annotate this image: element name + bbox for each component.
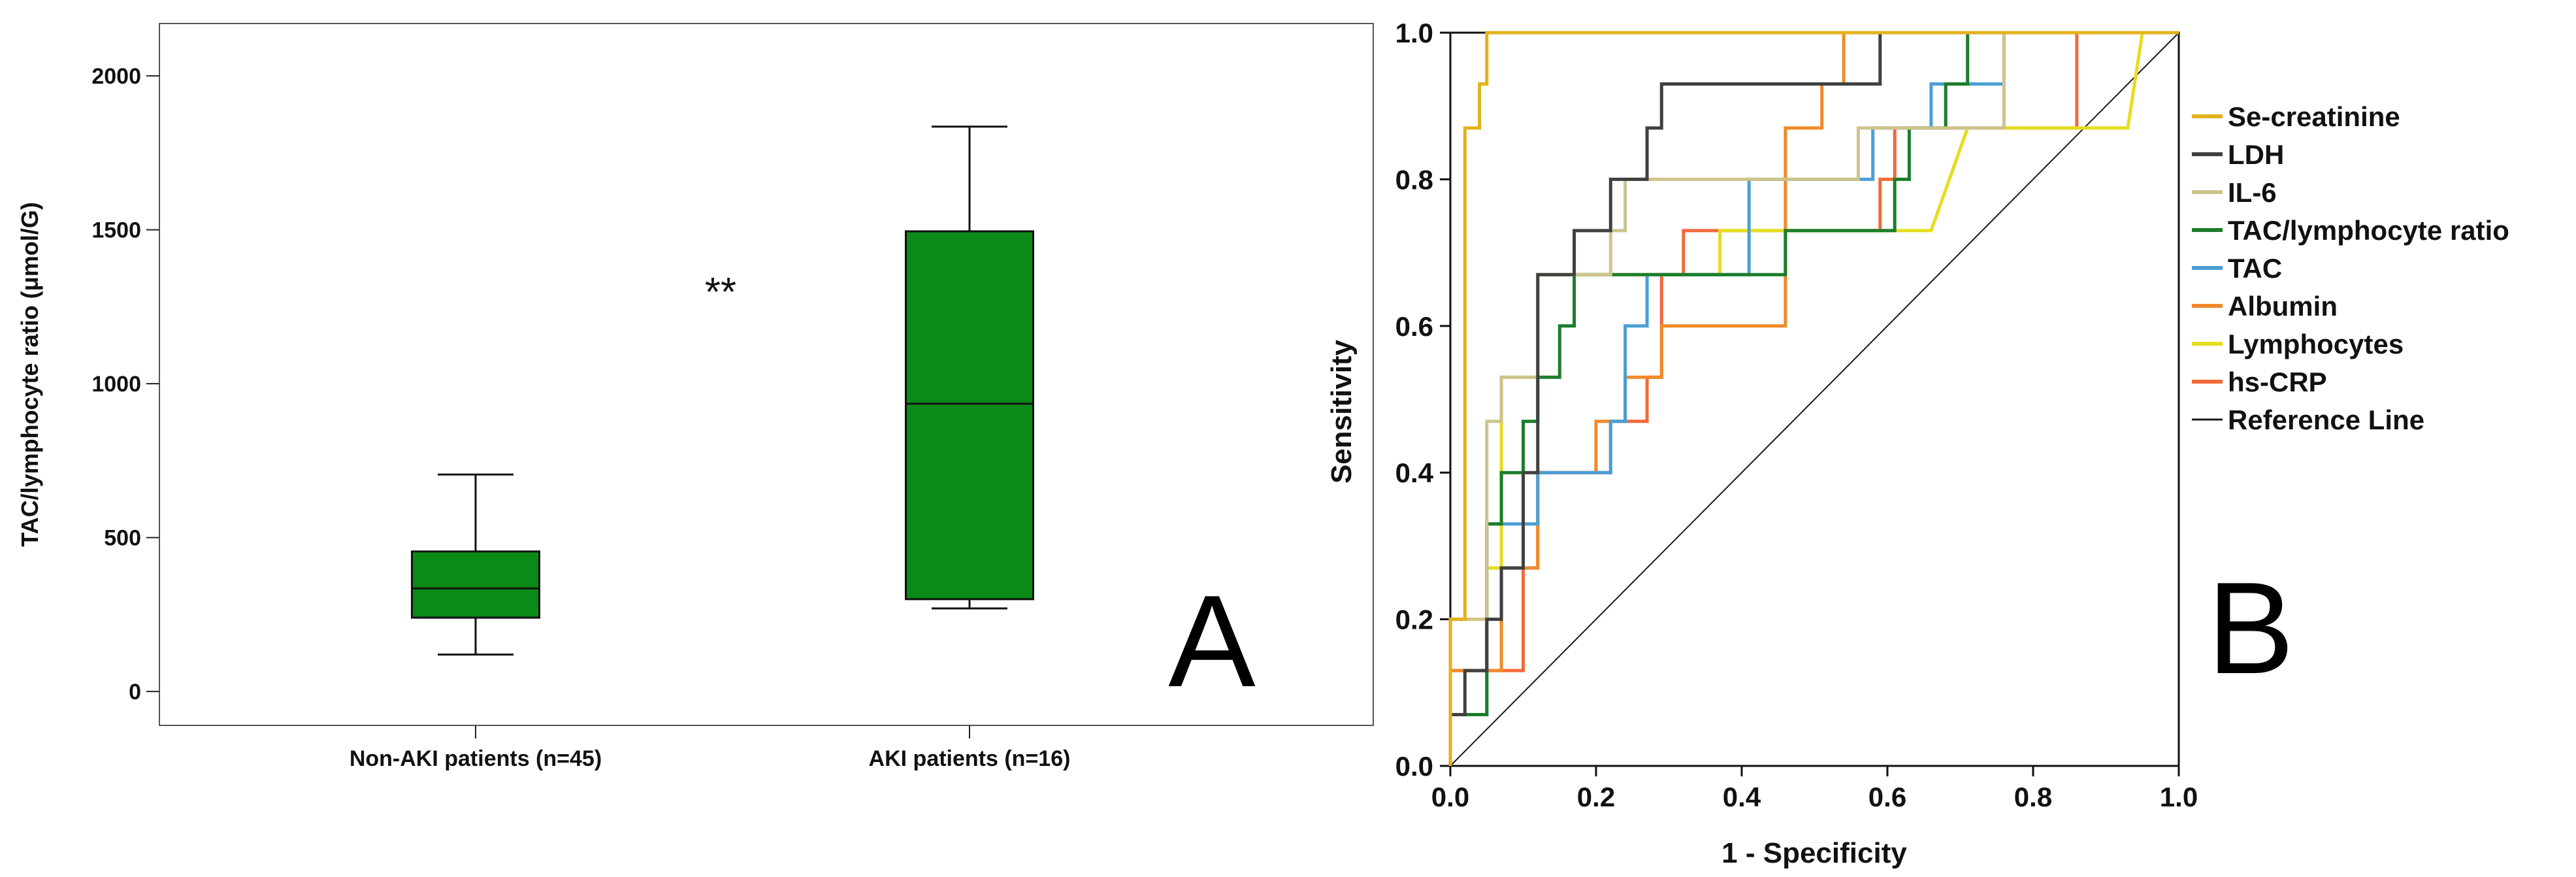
panel-a-boxes xyxy=(411,125,1034,656)
box-non-aki-patients-n-45 xyxy=(411,473,540,656)
legend-label-se-creatinine: Se-creatinine xyxy=(2228,101,2400,132)
panel-b-x-axis-label: 1 - Specificity xyxy=(1721,837,1907,869)
iqr-box xyxy=(411,550,540,619)
x-tick-label: 1.0 xyxy=(2160,782,2198,812)
y-tick-label: 500 xyxy=(104,526,141,551)
panel-a-plot-frame xyxy=(159,23,1374,726)
y-tick-label: 0.6 xyxy=(1395,311,1433,342)
legend-label-ldh: LDH xyxy=(2228,139,2284,170)
x-tick-label: 0.4 xyxy=(1723,782,1761,812)
panel-a-x-ticks: Non-AKI patients (n=45) AKI patients (n=1… xyxy=(350,725,1071,771)
panel-b-y-axis-label: Sensitivity xyxy=(1326,339,1358,484)
panel-b-axes: 0.0 0.2 0.4 0.6 0.8 1.0 0.0 0.2 0.4 0.6 0.8 1.0 xyxy=(1395,18,2198,812)
legend-label-lymphocytes: Lymphocytes xyxy=(2228,329,2404,359)
y-tick-label: 2000 xyxy=(91,64,141,89)
x-tick-label: Non-AKI patients (n=45) xyxy=(350,746,602,771)
legend-label-albumin: Albumin xyxy=(2228,291,2338,322)
x-tick-label: AKI patients (n=16) xyxy=(869,746,1071,771)
y-tick-label: 1.0 xyxy=(1395,18,1433,48)
panel-b-letter-label: B xyxy=(2207,555,2294,701)
roc-panel-b: 1 - Specificity Sensitivity B 0.0 0.2 0.4 0… xyxy=(1326,18,2509,869)
legend-label-tac-lymphocyte-ratio: TAC/lymphocyte ratio xyxy=(2228,215,2509,246)
y-tick-label: 0 xyxy=(129,680,141,704)
legend-label-tac: TAC xyxy=(2228,253,2282,284)
panel-a-letter-label: A xyxy=(1168,569,1256,714)
x-tick-label: 0.0 xyxy=(1431,782,1469,812)
x-tick-label: 0.6 xyxy=(1868,782,1906,812)
panel-b-roc-curves xyxy=(1448,31,2179,767)
legend-label-reference-line: Reference Line xyxy=(2228,405,2424,435)
x-tick-label: 0.8 xyxy=(2014,782,2052,812)
panel-a-y-ticks: 0 500 1000 1500 2000 xyxy=(91,64,159,704)
box-plot-panel-a: TAC/lymphocyte ratio (μmol/G) ** A 0 500 1… xyxy=(16,23,1374,771)
roc-curve-reference-line xyxy=(1450,32,2179,767)
roc-curve-il-6 xyxy=(1448,31,2179,766)
panel-b-legend: Se-creatinine LDH IL-6 TAC/lymphocyte ratio… xyxy=(2192,101,2509,435)
legend-label-hs-crp: hs-CRP xyxy=(2228,367,2327,397)
roc-curve-tac xyxy=(1448,31,2179,766)
y-tick-label: 1000 xyxy=(91,372,141,397)
x-tick-label: 0.2 xyxy=(1577,782,1615,812)
box-aki-patients-n-16 xyxy=(905,125,1034,610)
roc-curve-ldh xyxy=(1448,31,2179,766)
iqr-box xyxy=(905,230,1034,601)
y-tick-label: 0.8 xyxy=(1395,164,1433,195)
y-tick-label: 0.4 xyxy=(1395,457,1434,488)
roc-curve-se-creatinine xyxy=(1448,31,2179,766)
y-tick-label: 0.2 xyxy=(1395,604,1433,635)
panel-a-significance-marker: ** xyxy=(705,270,736,315)
y-tick-label: 0.0 xyxy=(1395,751,1433,782)
y-tick-label: 1500 xyxy=(91,218,141,243)
legend-label-il-6: IL-6 xyxy=(2228,177,2277,208)
panel-a-y-axis-label: TAC/lymphocyte ratio (μmol/G) xyxy=(16,202,43,546)
